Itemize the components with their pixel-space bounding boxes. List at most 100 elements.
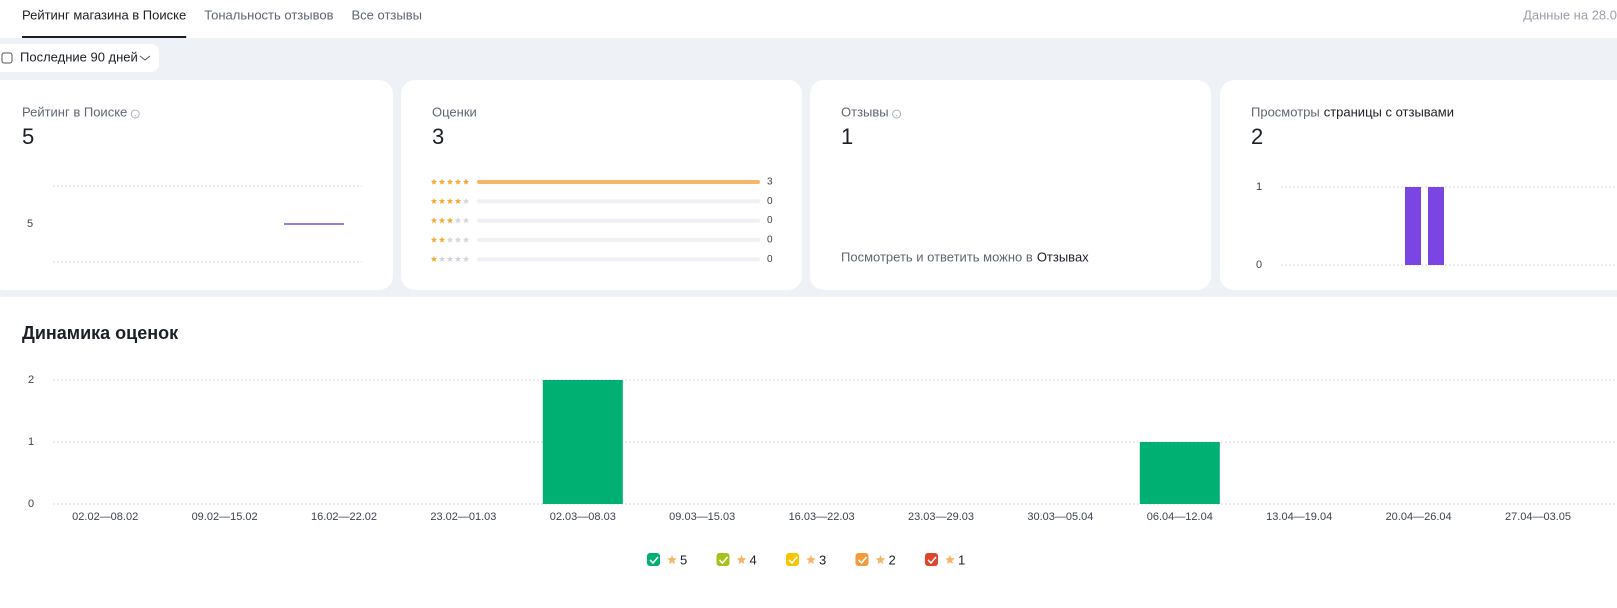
legend-star (736, 555, 747, 565)
reviews-link[interactable]: Отзывах (1037, 249, 1089, 264)
x-tick-label: 16.02—22.02 (311, 511, 377, 523)
star-icon (438, 198, 446, 204)
period-label[interactable]: Последние 90 дней (20, 49, 138, 64)
star-icon (446, 236, 454, 243)
x-tick-label: 13.04—19.04 (1266, 511, 1332, 523)
legend-label[interactable]: 1 (958, 552, 965, 567)
rating-bar (542, 380, 623, 504)
help-icon[interactable] (892, 109, 902, 119)
legend-star (875, 555, 886, 565)
card-title: Рейтинг в Поиске (22, 104, 127, 119)
x-tick-label: 23.03—29.03 (908, 511, 974, 523)
card-value: 5 (22, 124, 34, 149)
star-icon (446, 178, 454, 185)
rating-count: 0 (767, 254, 773, 265)
tab-underline (22, 36, 187, 38)
bar-track (477, 257, 760, 262)
help-icon[interactable] (130, 109, 140, 119)
star-icon (462, 198, 470, 204)
card (0, 80, 393, 290)
legend-label[interactable]: 5 (680, 552, 687, 567)
y-tick-label: 5 (27, 218, 33, 230)
legend-checkbox[interactable] (925, 553, 938, 566)
rating-count: 0 (767, 215, 773, 226)
star-icon (454, 217, 462, 224)
legend-checkbox[interactable] (855, 553, 869, 566)
tab[interactable]: Рейтинг магазина в Поиске (22, 7, 186, 22)
rating-count: 0 (767, 196, 773, 207)
star-icon (462, 255, 470, 262)
bar-track (477, 237, 760, 242)
x-tick-label: 02.03—08.03 (550, 511, 616, 523)
card (1220, 80, 1617, 290)
x-tick-label: 16.03—22.03 (789, 511, 855, 523)
card-title: страницы с отзывами (1324, 104, 1454, 119)
legend-checkbox[interactable] (786, 553, 799, 566)
tab[interactable]: Все отзывы (352, 7, 422, 22)
card-title-muted: Просмотры (1251, 104, 1320, 119)
star-icon (430, 236, 438, 243)
y-tick-label: 1 (1256, 181, 1262, 193)
check-mark (649, 556, 659, 565)
calendar-icon (1, 52, 13, 64)
star-icon (446, 255, 454, 262)
legend-label[interactable]: 2 (889, 552, 896, 567)
card-title: Оценки (432, 104, 477, 119)
x-tick-label: 02.02—08.02 (72, 511, 138, 523)
x-tick-label: 06.04—12.04 (1147, 511, 1213, 523)
star-icon (438, 236, 446, 243)
views-bar (1405, 187, 1421, 265)
check-mark (927, 556, 937, 565)
y-tick-label: 0 (1256, 259, 1262, 271)
card (401, 80, 802, 290)
card-note: Посмотреть и ответить можно в (841, 249, 1033, 264)
star-icon (430, 255, 438, 262)
tab[interactable]: Тональность отзывов (204, 7, 333, 22)
y-tick-label: 1 (28, 436, 34, 448)
y-tick-label: 2 (28, 374, 34, 386)
star-icon (462, 178, 470, 185)
star-icon (454, 198, 462, 204)
chevron (139, 55, 151, 61)
legend-star (667, 555, 677, 565)
help-dot (134, 115, 136, 117)
star-icon (454, 178, 462, 185)
legend-label[interactable]: 3 (819, 552, 826, 567)
x-tick-label: 30.03—05.04 (1027, 511, 1093, 523)
tab-bar (0, 0, 1617, 38)
x-tick-label: 23.02—01.03 (430, 511, 496, 523)
views-bar (1428, 187, 1444, 265)
card-value: 3 (432, 124, 444, 149)
legend-checkbox[interactable] (647, 553, 660, 566)
card-value: 2 (1251, 124, 1263, 149)
x-tick-label: 09.02—15.02 (192, 511, 258, 523)
star-icon (446, 198, 454, 204)
star-icon (454, 255, 462, 262)
card (810, 80, 1211, 290)
y-tick-label: 0 (28, 498, 34, 510)
star-icon (462, 236, 470, 243)
bar-track (477, 199, 760, 204)
card-title: Отзывы (841, 104, 889, 119)
star-icon (446, 217, 454, 224)
rating-count: 3 (767, 177, 773, 188)
star-icon (462, 217, 470, 224)
legend-checkbox[interactable] (716, 553, 730, 566)
chart-title: Динамика оценок (22, 323, 179, 343)
star-icon (438, 255, 446, 262)
legend-label[interactable]: 4 (750, 552, 757, 567)
star-icon (430, 178, 438, 185)
period-picker[interactable] (0, 44, 159, 72)
help-dot (895, 115, 898, 117)
check-mark (857, 556, 868, 565)
star-icon (430, 217, 438, 224)
rating-bar (1139, 442, 1220, 504)
star-icon (438, 178, 446, 185)
check-mark (788, 556, 798, 565)
x-tick-label: 09.03—15.03 (669, 511, 735, 523)
star-icon (454, 236, 462, 243)
x-tick-label: 20.04—26.04 (1386, 511, 1452, 523)
legend-star (806, 555, 816, 565)
